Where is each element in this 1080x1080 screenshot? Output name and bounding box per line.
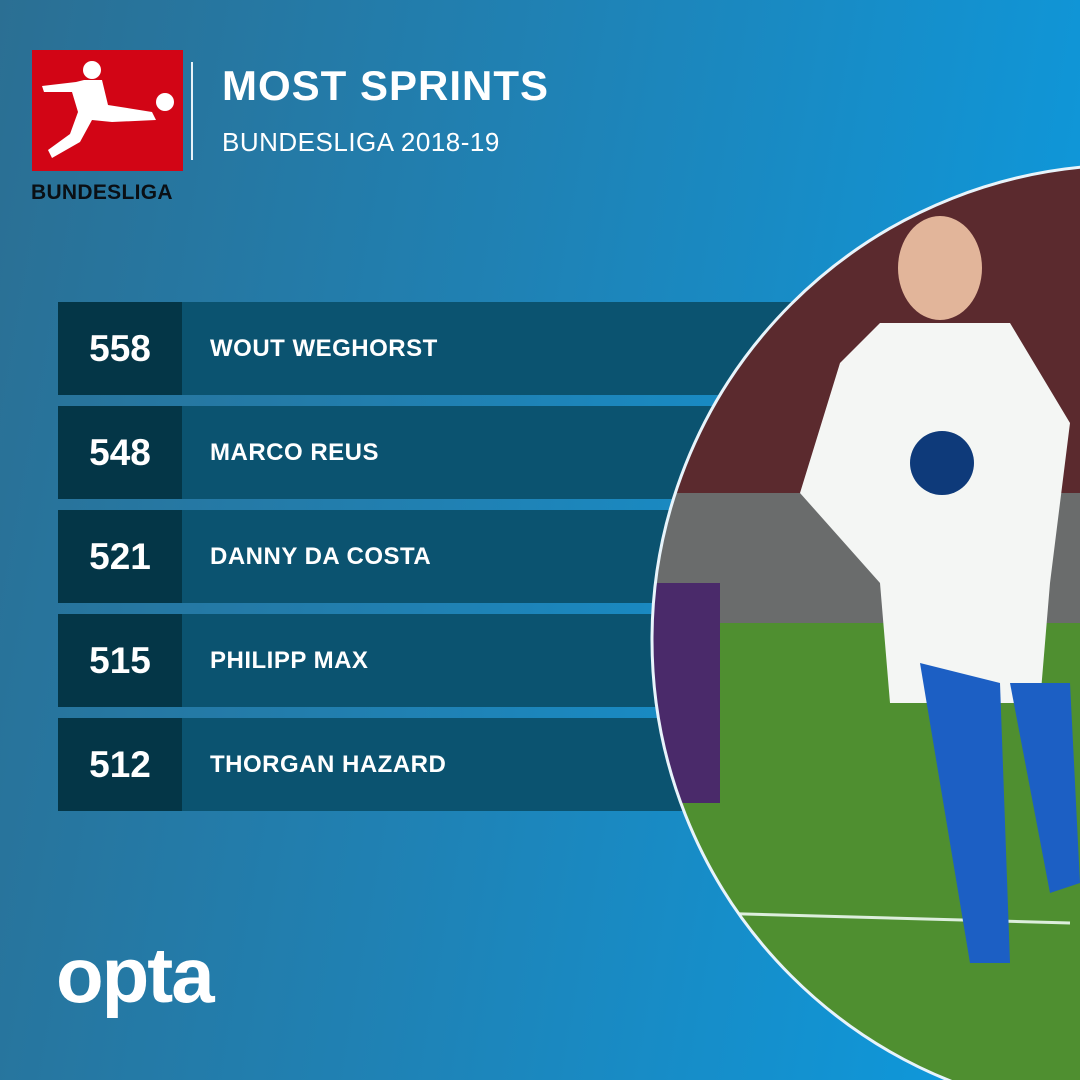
sprint-count: 515 [58,614,182,707]
opta-logo: opta [56,931,215,1019]
kicking-player-icon [42,61,174,158]
sprint-count: 521 [58,510,182,603]
player-name: PHILIPP MAX [210,646,369,674]
page-subtitle: BUNDESLIGA 2018-19 [222,127,500,157]
player-name: DANNY DA COSTA [210,542,432,570]
page-title: MOST SPRINTS [222,62,550,109]
sprint-count: 512 [58,718,182,811]
player-name: WOUT WEGHORST [210,334,438,362]
player-name: MARCO REUS [210,438,380,466]
ranking-row: 558 WOUT WEGHORST [58,302,818,395]
bundesliga-logo [32,50,183,171]
sprint-count: 548 [58,406,182,499]
sprint-count: 558 [58,302,182,395]
celebrating-player-image [650,165,1080,1080]
player-name: THORGAN HAZARD [210,750,447,778]
header-divider [191,62,193,160]
bundesliga-wordmark: BUNDESLIGA [31,181,173,204]
player-photo [650,163,1080,1080]
